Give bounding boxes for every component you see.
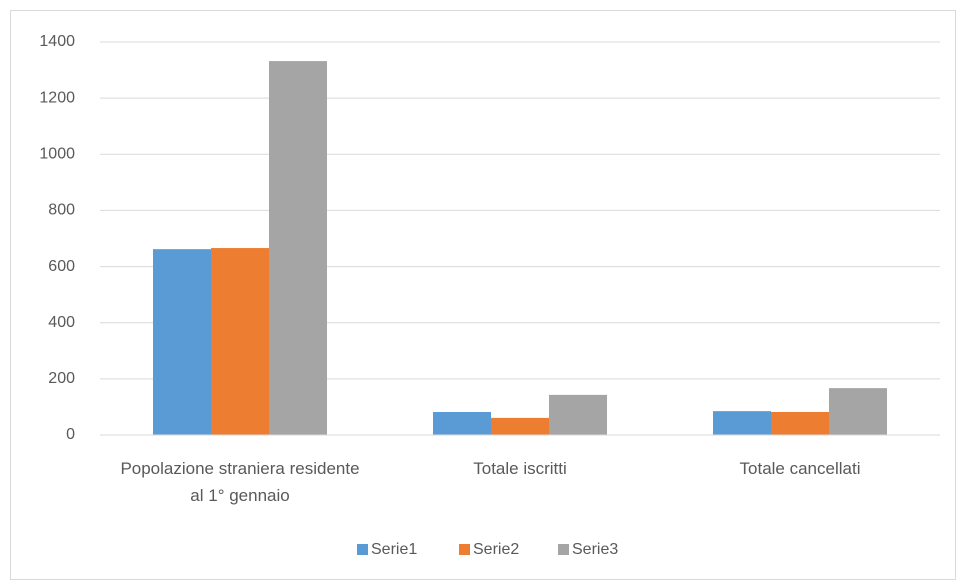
- bar: [549, 394, 607, 435]
- x-tick-label: Totale cancellati: [739, 459, 861, 478]
- x-tick-label-box: Popolazione straniera residente al 1° ge…: [120, 459, 360, 505]
- y-tick-label: 200: [48, 370, 75, 387]
- x-tick-label-box: Totale cancellati: [739, 459, 861, 478]
- bar: [713, 411, 771, 435]
- bar: [269, 61, 327, 436]
- legend-label: Serie3: [572, 541, 618, 558]
- bar: [829, 388, 887, 435]
- legend-label: Serie1: [371, 541, 417, 558]
- y-tick-label: 0: [66, 426, 75, 443]
- y-tick-label: 600: [48, 258, 75, 275]
- bar: [771, 411, 829, 435]
- y-tick-label: 800: [48, 202, 75, 219]
- bar: [211, 248, 269, 435]
- x-tick-label-box: Totale iscritti: [473, 459, 567, 478]
- y-tick-label: 400: [48, 314, 75, 331]
- legend-swatch: [357, 544, 368, 555]
- x-tick-label: Totale iscritti: [473, 459, 567, 478]
- legend-swatch: [558, 544, 569, 555]
- y-tick-label: 1000: [39, 146, 75, 163]
- x-tick-label: Popolazione straniera residente al 1° ge…: [120, 459, 360, 505]
- y-tick-label: 1400: [39, 33, 75, 50]
- legend-swatch: [459, 544, 470, 555]
- y-tick-label: 1200: [39, 89, 75, 106]
- bar: [433, 411, 491, 435]
- bar: [491, 417, 549, 435]
- legend-label: Serie2: [473, 541, 519, 558]
- bar: [153, 249, 211, 435]
